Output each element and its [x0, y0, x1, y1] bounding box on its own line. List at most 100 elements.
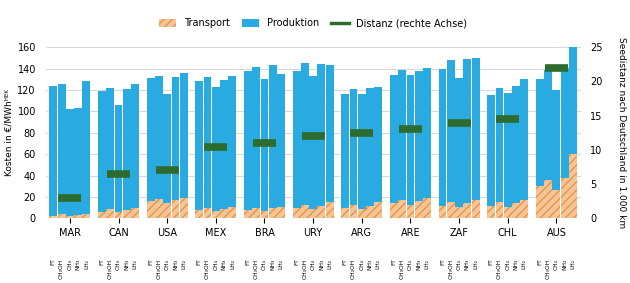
Bar	[544, 180, 552, 218]
Bar	[512, 203, 520, 218]
Bar	[301, 63, 309, 205]
Bar	[49, 86, 57, 216]
Bar	[438, 69, 447, 205]
Bar	[341, 94, 349, 208]
Bar	[553, 190, 560, 218]
Bar	[406, 75, 415, 205]
Bar	[398, 200, 406, 218]
Bar	[244, 210, 252, 218]
Bar	[123, 210, 131, 218]
Bar	[171, 200, 180, 218]
Bar	[472, 200, 479, 218]
Bar	[131, 208, 139, 218]
Bar	[269, 65, 277, 208]
Bar	[561, 68, 569, 178]
Bar	[147, 78, 154, 201]
Bar	[487, 205, 495, 218]
Bar	[341, 208, 349, 218]
Bar	[115, 212, 122, 218]
Bar	[163, 203, 171, 218]
Bar	[561, 178, 569, 218]
Y-axis label: Seedistanz nach Deutschland in 1.000 km: Seedistanz nach Deutschland in 1.000 km	[617, 37, 626, 228]
Bar	[83, 82, 90, 214]
Bar	[74, 108, 82, 215]
Bar	[66, 109, 74, 216]
Bar	[98, 212, 106, 218]
Bar	[374, 202, 382, 218]
Bar	[358, 94, 366, 209]
Bar	[496, 202, 503, 218]
Bar	[447, 60, 455, 202]
Bar	[472, 58, 479, 200]
Bar	[536, 79, 544, 186]
Bar	[366, 88, 374, 205]
Bar	[406, 205, 415, 218]
Bar	[415, 201, 423, 218]
Bar	[423, 68, 431, 198]
Bar	[326, 202, 334, 218]
Bar	[171, 77, 180, 200]
Bar	[261, 79, 268, 211]
Bar	[447, 202, 455, 218]
Bar	[398, 70, 406, 200]
Bar	[301, 205, 309, 218]
Bar	[98, 91, 106, 212]
Bar	[309, 76, 317, 209]
Bar	[106, 88, 114, 209]
Bar	[318, 205, 325, 218]
Bar	[212, 87, 220, 211]
Bar	[520, 200, 528, 218]
Bar	[455, 207, 463, 218]
Bar	[569, 154, 577, 218]
Bar	[261, 211, 268, 218]
Y-axis label: Kosten in €/MWhᴴᴱᴷ: Kosten in €/MWhᴴᴱᴷ	[4, 89, 13, 176]
Bar	[49, 216, 57, 218]
Bar	[203, 208, 212, 218]
Bar	[277, 207, 285, 218]
Bar	[269, 208, 277, 218]
Bar	[553, 90, 560, 190]
Bar	[106, 209, 114, 218]
Bar	[569, 47, 577, 154]
Bar	[390, 203, 398, 218]
Bar	[464, 59, 471, 203]
Bar	[438, 205, 447, 218]
Legend: Transport, Produktion, Distanz (rechte Achse): Transport, Produktion, Distanz (rechte A…	[155, 14, 471, 32]
Bar	[504, 207, 512, 218]
Bar	[155, 199, 163, 218]
Bar	[293, 208, 301, 218]
Bar	[212, 211, 220, 218]
Bar	[390, 75, 398, 203]
Bar	[115, 105, 122, 212]
Bar	[464, 203, 471, 218]
Bar	[544, 70, 552, 180]
Bar	[415, 71, 423, 201]
Bar	[74, 215, 82, 218]
Bar	[195, 210, 203, 218]
Bar	[83, 214, 90, 218]
Bar	[195, 82, 203, 210]
Bar	[309, 209, 317, 218]
Bar	[350, 89, 357, 205]
Bar	[131, 83, 139, 208]
Bar	[512, 86, 520, 203]
Bar	[358, 209, 366, 218]
Bar	[220, 209, 228, 218]
Bar	[58, 214, 66, 218]
Bar	[318, 64, 325, 205]
Bar	[229, 76, 236, 207]
Bar	[203, 77, 212, 208]
Bar	[252, 208, 260, 218]
Bar	[220, 80, 228, 209]
Bar	[180, 73, 188, 198]
Bar	[123, 89, 131, 210]
Bar	[163, 94, 171, 203]
Bar	[520, 79, 528, 200]
Bar	[455, 78, 463, 207]
Bar	[423, 198, 431, 218]
Bar	[536, 186, 544, 218]
Bar	[277, 74, 285, 207]
Bar	[244, 71, 252, 210]
Bar	[504, 93, 512, 207]
Bar	[58, 83, 66, 214]
